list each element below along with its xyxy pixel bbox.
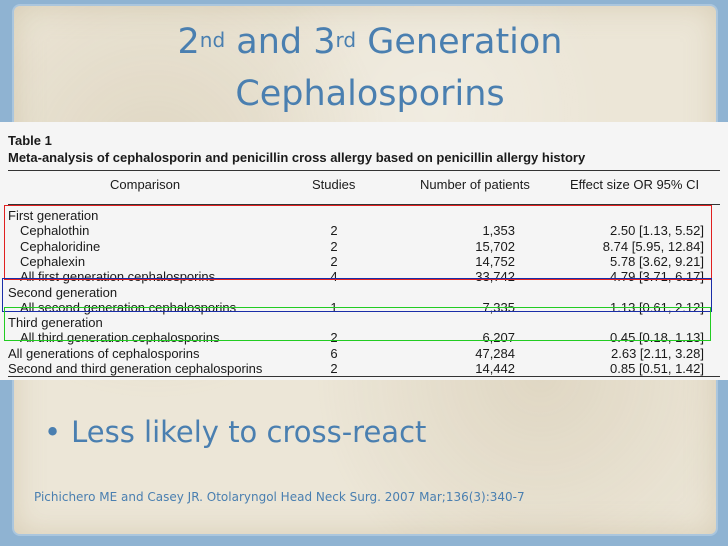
cell-comparison: All third generation cephalosporins xyxy=(20,330,220,346)
cell-comparison: Cephaloridine xyxy=(20,238,101,254)
title-generation: Generation xyxy=(356,22,563,62)
cell-comparison: All second generation cephalosporins xyxy=(20,299,237,315)
cell-studies: 2 xyxy=(330,253,338,269)
cell-studies: 2 xyxy=(330,223,338,239)
cell-effect: 0.85 [0.51, 1.42] xyxy=(610,361,704,376)
cell-effect: 4.79 [3.71, 6.17] xyxy=(610,269,704,285)
table-row: Cephaloridine 2 15,702 8.74 [5.95, 12.84] xyxy=(0,239,728,254)
slide-title-line2: Cephalosporins xyxy=(235,74,505,114)
bullet-marker: • xyxy=(44,415,62,449)
cell-comparison: Second generation xyxy=(8,284,118,300)
cell-studies: 2 xyxy=(330,238,338,254)
cell-effect: 1.13 [0.61, 2.12] xyxy=(610,299,704,315)
table-row: Cephalothin 2 1,353 2.50 [1.13, 5.52] xyxy=(0,223,728,238)
header-studies: Studies xyxy=(312,177,356,192)
cell-studies: 1 xyxy=(330,299,338,315)
cell-effect: 8.74 [5.95, 12.84] xyxy=(602,238,704,254)
slide-title-line1: 2nd and 3rd Generation xyxy=(120,16,620,68)
cell-patients: 33,742 xyxy=(475,269,515,285)
cell-effect: 5.78 [3.62, 9.21] xyxy=(610,253,704,269)
cell-patients: 6,207 xyxy=(482,330,515,346)
cell-studies: 2 xyxy=(330,361,338,376)
cell-patients: 15,702 xyxy=(475,238,515,254)
title-and-3: and 3 xyxy=(225,22,336,62)
cell-studies: 6 xyxy=(330,345,338,361)
cell-comparison: All first generation cephalosporins xyxy=(20,269,216,285)
table-row: All second generation cephalosporins 1 7,3… xyxy=(0,300,728,315)
table-row: Third generation xyxy=(0,315,728,330)
title-number-2: 2 xyxy=(177,22,200,62)
table-row: Cephalexin 2 14,752 5.78 [3.62, 9.21] xyxy=(0,254,728,269)
cell-effect: 2.63 [2.11, 3.28] xyxy=(611,345,704,361)
cell-comparison: Cephalothin xyxy=(20,223,90,239)
cell-studies: 4 xyxy=(330,269,338,285)
cell-comparison: Third generation xyxy=(8,315,103,331)
title-sup-nd: nd xyxy=(199,28,226,52)
table-row: All first generation cephalosporins 4 33,7… xyxy=(0,269,728,284)
cell-patients: 7,335 xyxy=(482,299,515,315)
cell-comparison: All generations of cephalosporins xyxy=(8,345,200,361)
cell-patients: 14,752 xyxy=(475,253,515,269)
table-row: First generation xyxy=(0,208,728,223)
bullet-point: • Less likely to cross-react xyxy=(44,415,426,449)
table-rule-top xyxy=(8,170,720,171)
cell-comparison: Second and third generation cephalospori… xyxy=(8,361,263,376)
bullet-text: Less likely to cross-react xyxy=(71,415,427,449)
title-sup-rd: rd xyxy=(335,28,357,52)
table-caption: Meta-analysis of cephalosporin and penic… xyxy=(8,150,586,165)
header-effect: Effect size OR 95% CI xyxy=(570,177,700,192)
citation: Pichichero ME and Casey JR. Otolaryngol … xyxy=(34,490,525,504)
header-comparison: Comparison xyxy=(110,177,181,192)
table-figure: Table 1 Meta-analysis of cephalosporin a… xyxy=(0,122,728,380)
table-label: Table 1 xyxy=(8,133,52,148)
cell-patients: 1,353 xyxy=(482,223,515,239)
table-row: All third generation cephalosporins 2 6,20… xyxy=(0,330,728,345)
table-row: All generations of cephalosporins 6 47,284… xyxy=(0,346,728,361)
cell-comparison: Cephalexin xyxy=(20,253,86,269)
cell-effect: 0.45 [0.18, 1.13] xyxy=(610,330,704,346)
cell-patients: 47,284 xyxy=(475,345,515,361)
header-patients: Number of patients xyxy=(420,177,530,192)
cell-studies: 2 xyxy=(330,330,338,346)
table-rule-bottom xyxy=(8,376,720,377)
table-row: Second and third generation cephalospori… xyxy=(0,361,728,376)
table-rule-header xyxy=(8,204,720,205)
cell-patients: 14,442 xyxy=(475,361,515,376)
table-row: Second generation xyxy=(0,285,728,300)
cell-comparison: First generation xyxy=(8,208,99,223)
cell-effect: 2.50 [1.13, 5.52] xyxy=(610,223,704,239)
